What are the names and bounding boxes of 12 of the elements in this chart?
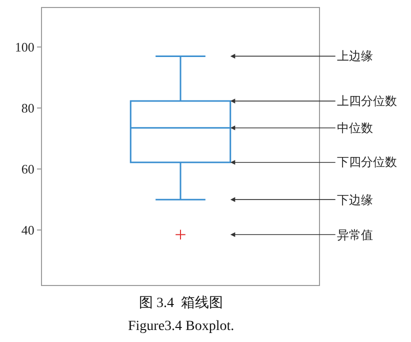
y-tick-label: 40	[21, 222, 34, 238]
y-tick-label: 80	[21, 100, 34, 116]
caption: Figure3.4 Boxplot.	[128, 319, 234, 334]
text: 下四分位数	[337, 155, 397, 169]
text: 异常值	[337, 228, 373, 242]
text: 中位数	[337, 121, 373, 135]
y-tick-label: 60	[21, 162, 34, 177]
text: 下边缘	[337, 193, 373, 207]
y-tick-label: 100	[14, 40, 34, 55]
caption: 图 3.4 箱线图	[139, 295, 223, 311]
text: 上边缘	[337, 49, 373, 63]
text: 上四分位数	[337, 94, 397, 108]
